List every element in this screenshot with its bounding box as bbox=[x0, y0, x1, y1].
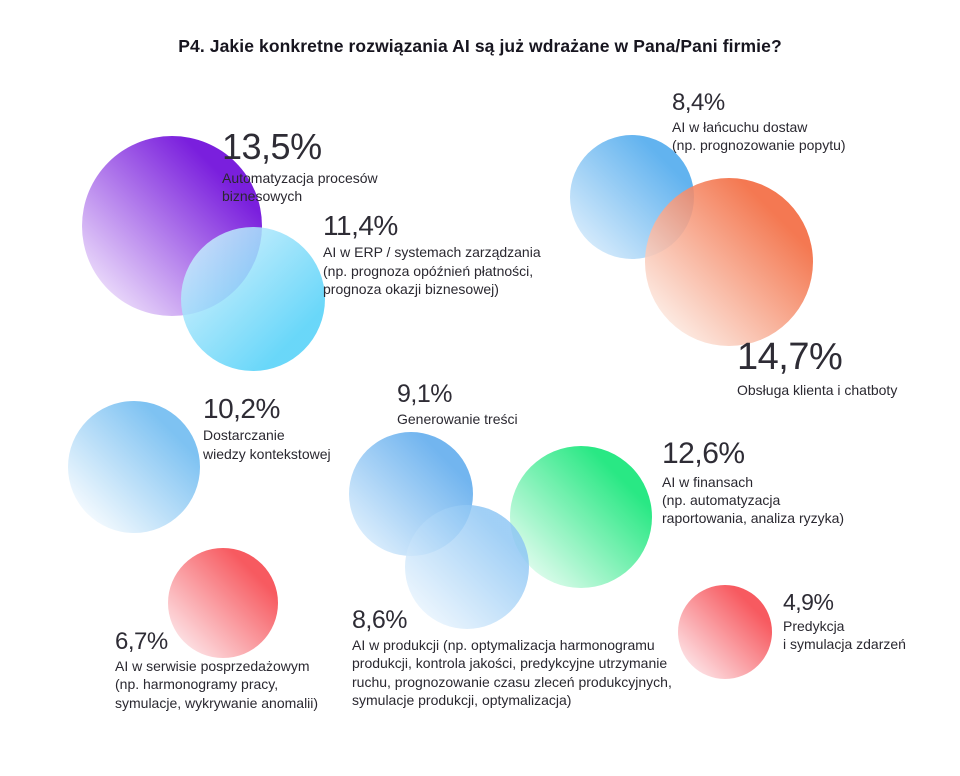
datapoint-label-predykcja-symulacja: 4,9% Predykcja i symulacja zdarzeń bbox=[783, 590, 906, 654]
value-generowanie-tresci: 9,1% bbox=[397, 380, 452, 408]
value-dostarczanie-wiedzy: 10,2% bbox=[203, 393, 280, 424]
bubble-ai-produkcja bbox=[405, 505, 529, 629]
datapoint-label-obsluga-klienta: 14,7% Obsługa klienta i chatboty bbox=[737, 336, 898, 399]
bubble-ai-erp bbox=[181, 227, 325, 371]
datapoint-label-ai-serwis-posprzedazowy: 6,7% AI w serwisie posprzedażowym (np. har… bbox=[115, 629, 318, 712]
desc-ai-finanse: AI w finansach (np. automatyzacja raportow… bbox=[662, 473, 845, 526]
value-ai-erp: 11,4% bbox=[323, 210, 398, 241]
value-obsluga-klienta: 14,7% bbox=[737, 336, 843, 378]
value-predykcja-symulacja: 4,9% bbox=[783, 589, 834, 615]
bubble-ai-serwis-posprzedazowy bbox=[168, 548, 278, 658]
datapoint-label-ai-erp: 11,4% AI w ERP / systemach zarządzania (np… bbox=[323, 211, 541, 298]
desc-predykcja-symulacja: Predykcja i symulacja zdarzeń bbox=[783, 618, 906, 653]
bubble-dostarczanie-wiedzy bbox=[68, 401, 200, 533]
datapoint-label-ai-finanse: 12,6% AI w finansach (np. automatyzacja rap… bbox=[662, 438, 844, 527]
datapoint-label-ai-lancuch-dostaw: 8,4% AI w łańcuchu dostaw (np. prognozowan… bbox=[672, 90, 846, 155]
desc-dostarczanie-wiedzy: Dostarczanie wiedzy kontekstowej bbox=[203, 427, 331, 462]
value-ai-lancuch-dostaw: 8,4% bbox=[672, 89, 725, 116]
chart-title: P4. Jakie konkretne rozwiązania AI są ju… bbox=[178, 36, 782, 56]
datapoint-label-generowanie-tresci: 9,1% Generowanie treści bbox=[397, 381, 518, 428]
desc-ai-erp: AI w ERP / systemach zarządzania (np. pro… bbox=[323, 244, 541, 297]
datapoint-label-ai-produkcja: 8,6% AI w produkcji (np. optymalizacja ha… bbox=[352, 607, 672, 709]
value-ai-produkcja: 8,6% bbox=[352, 606, 407, 634]
bubble-obsluga-klienta bbox=[645, 178, 813, 346]
desc-automatyzacja-procesow: Automatyzacja procesów biznesowych bbox=[222, 169, 378, 204]
desc-obsluga-klienta: Obsługa klienta i chatboty bbox=[737, 381, 898, 398]
desc-ai-lancuch-dostaw: AI w łańcuchu dostaw (np. prognozowanie p… bbox=[672, 119, 846, 154]
desc-ai-produkcja: AI w produkcji (np. optymalizacja harmon… bbox=[352, 637, 672, 708]
bubble-ai-finanse bbox=[510, 446, 652, 588]
desc-ai-serwis-posprzedazowy: AI w serwisie posprzedażowym (np. harmono… bbox=[115, 658, 319, 711]
value-ai-finanse: 12,6% bbox=[662, 437, 745, 470]
value-ai-serwis-posprzedazowy: 6,7% bbox=[115, 628, 168, 655]
desc-generowanie-tresci: Generowanie treści bbox=[397, 411, 518, 428]
value-automatyzacja-procesow: 13,5% bbox=[222, 126, 322, 167]
bubble-predykcja-symulacja bbox=[678, 585, 772, 679]
datapoint-label-dostarczanie-wiedzy: 10,2% Dostarczanie wiedzy kontekstowej bbox=[203, 394, 331, 463]
datapoint-label-automatyzacja-procesow: 13,5% Automatyzacja procesów biznesowych bbox=[222, 128, 378, 205]
